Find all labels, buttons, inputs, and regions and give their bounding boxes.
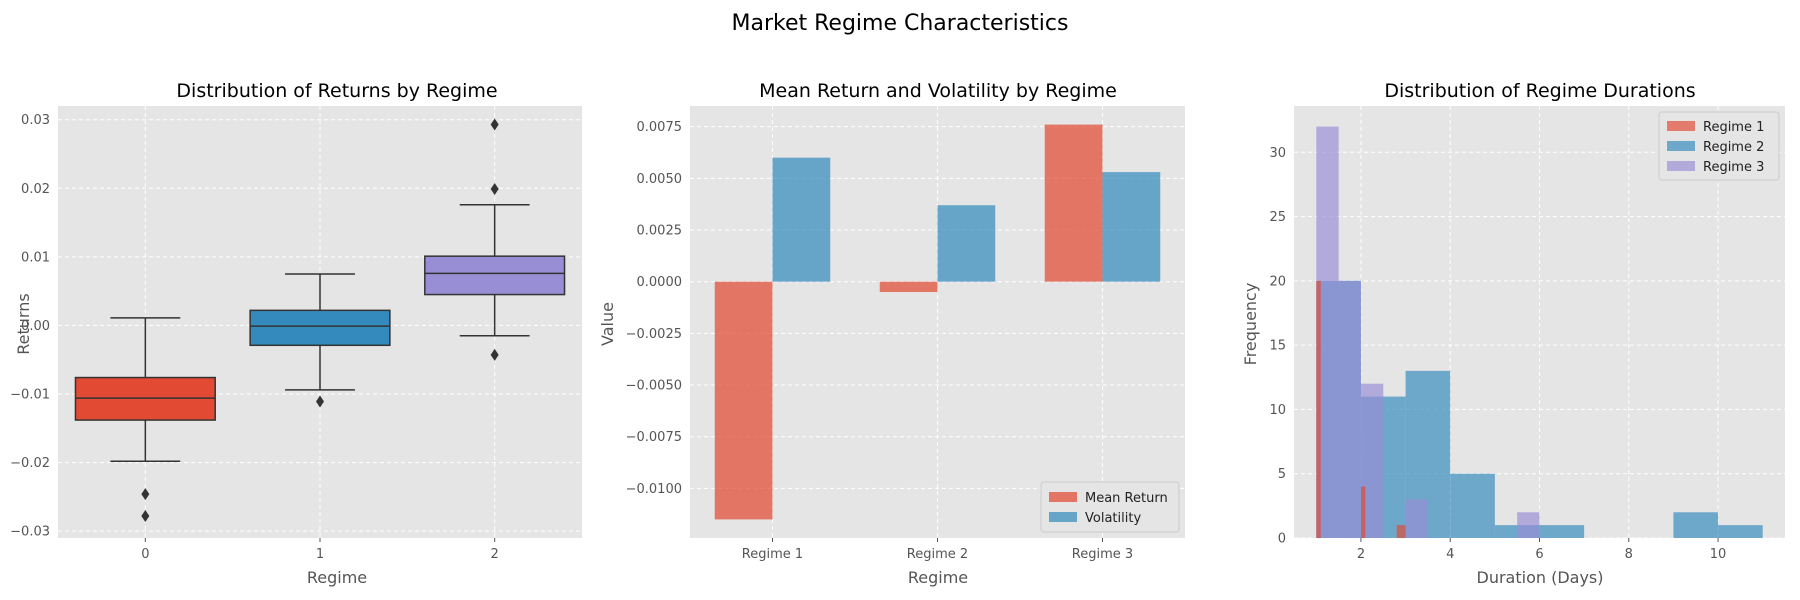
y-tick-label: −0.03 — [10, 525, 50, 540]
legend-label: Regime 2 — [1703, 140, 1764, 155]
outlier-point — [490, 182, 499, 195]
legend-label: Regime 3 — [1703, 160, 1764, 175]
legend-label: Mean Return — [1085, 491, 1168, 506]
y-tick-label: 0.0050 — [637, 172, 683, 187]
legend-swatch — [1667, 141, 1695, 151]
bar-legend: Mean Return Volatility — [1040, 481, 1180, 533]
hist-bar — [1316, 126, 1339, 539]
hist-bar — [1673, 512, 1719, 538]
y-tick-label: 25 — [1269, 210, 1286, 225]
histogram-title: Distribution of Regime Durations — [1384, 80, 1695, 102]
x-tick-label: 6 — [1535, 547, 1543, 562]
hist-series-regime-1 — [1316, 280, 1406, 538]
bar-ylabel: Value — [598, 302, 617, 346]
iqr-box — [249, 309, 391, 347]
legend-swatch — [1049, 512, 1077, 522]
outlier-point — [490, 348, 499, 361]
bar-volatility — [772, 157, 831, 282]
hist-bar — [1360, 486, 1366, 538]
bar-title: Mean Return and Volatility by Regime — [759, 80, 1117, 102]
hist-bar — [1539, 525, 1585, 538]
box-regime-2 — [424, 118, 566, 361]
y-tick-label: 0.03 — [21, 113, 50, 128]
y-tick-label: 15 — [1269, 339, 1286, 354]
y-tick-label: −0.0025 — [626, 327, 682, 342]
bar-mean-return — [714, 281, 773, 520]
y-tick-label: −0.01 — [10, 388, 50, 403]
y-tick-label: 0 — [1278, 532, 1286, 547]
legend-swatch — [1667, 161, 1695, 171]
histogram-xlabel: Duration (Days) — [1477, 568, 1604, 587]
outlier-point — [141, 510, 150, 523]
outlier-point — [141, 488, 150, 501]
histogram-legend: Regime 1 Regime 2 Regime 3 — [1658, 111, 1780, 181]
legend-swatch — [1667, 121, 1695, 131]
boxplot-xlabel: Regime — [307, 568, 367, 587]
y-tick-label: −0.02 — [10, 456, 50, 471]
y-tick-label: −0.0050 — [626, 379, 682, 394]
y-tick-label: 0.0075 — [637, 120, 683, 135]
mean-volatility-bar-panel: −0.0100 −0.0075 −0.0050 −0.0025 0.0000 0.0025… — [598, 80, 1185, 587]
bar-xlabel: Regime — [908, 568, 968, 587]
legend-swatch — [1049, 492, 1077, 502]
bar-volatility — [1102, 172, 1161, 282]
legend-label: Regime 1 — [1703, 120, 1764, 135]
y-tick-label: 0.01 — [21, 250, 50, 265]
boxplot-axes: −0.03 −0.02 −0.01 0.00 0.01 0.02 0.03 0 1 2 — [10, 106, 582, 562]
histogram-ylabel: Frequency — [1241, 283, 1260, 366]
boxplot-title: Distribution of Returns by Regime — [176, 80, 497, 102]
hist-bar — [1338, 280, 1361, 538]
hist-bar — [1405, 499, 1428, 538]
hist-bar — [1517, 512, 1540, 538]
y-tick-label: 10 — [1269, 403, 1286, 418]
y-tick-label: 0.02 — [21, 182, 50, 197]
x-tick-label: Regime 1 — [742, 547, 803, 562]
iqr-box — [424, 255, 566, 296]
y-tick-label: 0.0000 — [637, 275, 683, 290]
y-tick-label: 30 — [1269, 146, 1286, 161]
x-tick-label: 10 — [1710, 547, 1727, 562]
x-tick-label: 2 — [491, 547, 499, 562]
y-tick-label: −0.0075 — [626, 430, 682, 445]
hist-bar — [1396, 525, 1406, 538]
outlier-point — [316, 395, 324, 408]
hist-bar — [1450, 473, 1495, 538]
legend-label: Volatility — [1085, 511, 1141, 526]
y-tick-label: 20 — [1269, 274, 1286, 289]
figure-title: Market Regime Characteristics — [732, 11, 1069, 36]
x-tick-label: Regime 3 — [1072, 547, 1133, 562]
x-tick-label: 2 — [1357, 547, 1365, 562]
hist-series-regime-3 — [1316, 126, 1540, 539]
bar-mean-return — [1044, 124, 1103, 282]
outlier-point — [490, 118, 499, 131]
bar-volatility — [937, 205, 996, 282]
y-tick-label: 0.00 — [21, 319, 50, 334]
y-tick-label: 0.0025 — [637, 224, 683, 239]
x-tick-label: 0 — [141, 547, 149, 562]
returns-boxplot-panel: −0.03 −0.02 −0.01 0.00 0.01 0.02 0.03 0 1 2 Distr… — [10, 80, 582, 587]
y-tick-label: 5 — [1278, 467, 1286, 482]
bar-axes: −0.0100 −0.0075 −0.0050 −0.0025 0.0000 0.0025… — [626, 106, 1185, 562]
box-regime-1 — [249, 273, 391, 408]
box-regime-0 — [74, 317, 216, 523]
x-tick-label: 4 — [1446, 547, 1454, 562]
x-tick-label: 8 — [1625, 547, 1633, 562]
x-tick-label: 1 — [316, 547, 324, 562]
x-tick-label: Regime 2 — [907, 547, 968, 562]
hist-bar — [1360, 383, 1384, 538]
hist-bar — [1718, 525, 1763, 538]
y-tick-label: −0.0100 — [626, 482, 682, 497]
hist-bar — [1316, 280, 1321, 538]
boxplot-ylabel: Returns — [14, 293, 33, 354]
bar-mean-return — [879, 281, 938, 293]
